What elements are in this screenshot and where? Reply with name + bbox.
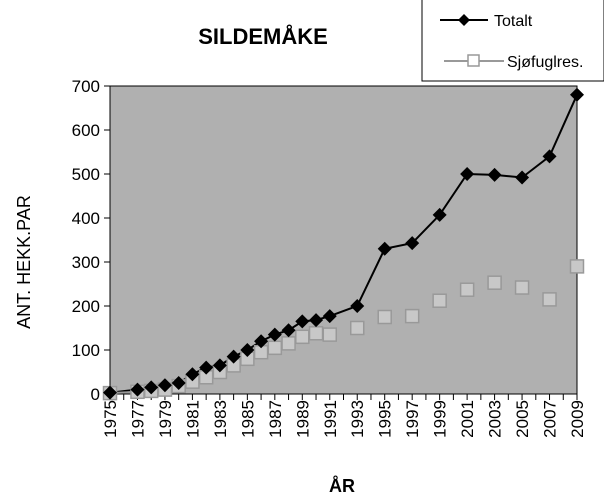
data-point-totalt — [281, 323, 296, 338]
data-point-totalt — [487, 167, 502, 182]
y-tick-label: 200 — [72, 297, 100, 316]
x-tick-label: 1977 — [128, 400, 147, 438]
plot-area — [109, 85, 578, 395]
data-point-totalt — [460, 167, 475, 181]
x-tick-label: 1995 — [376, 400, 395, 438]
x-tick-label: 1997 — [403, 400, 422, 438]
data-point-sjofuglres — [514, 280, 530, 295]
x-tick-label: 1985 — [238, 400, 257, 438]
y-tick-label: 700 — [72, 77, 100, 96]
data-point-totalt — [130, 382, 145, 397]
data-point-sjofuglres — [267, 340, 283, 356]
x-tick-label: 2001 — [458, 400, 477, 438]
x-tick-label: 2005 — [513, 400, 532, 438]
legend-marker-sjofuglres — [467, 54, 480, 67]
data-point-sjofuglres — [404, 308, 420, 324]
x-axis: 1975 1977 1979 1981 1983 1985 1987 1989 1991 1993… — [101, 394, 587, 438]
y-tick-label: 500 — [72, 165, 100, 184]
x-tick-label: 1991 — [321, 400, 340, 438]
data-point-sjofuglres — [569, 259, 585, 274]
chart-title: SILDEMÅKE — [198, 23, 328, 49]
y-tick-label: 400 — [72, 209, 100, 228]
data-point-sjofuglres — [295, 329, 310, 345]
data-point-totalt — [570, 87, 584, 102]
data-point-totalt — [144, 380, 159, 395]
data-point-totalt — [185, 367, 200, 382]
data-point-sjofuglres — [322, 327, 338, 342]
x-tick-label: 1981 — [183, 400, 202, 438]
x-tick-label: 1983 — [211, 400, 230, 438]
data-point-totalt — [254, 334, 269, 349]
data-point-totalt — [309, 313, 324, 328]
data-point-sjofuglres — [281, 336, 296, 351]
legend-label-totalt: Totalt — [494, 13, 533, 30]
legend: Totalt Sjøfuglres. — [421, 0, 604, 82]
legend-marker-totalt — [458, 14, 470, 26]
data-point-totalt — [405, 236, 420, 251]
data-point-totalt — [171, 376, 186, 390]
x-tick-label: 2007 — [541, 400, 560, 438]
y-tick-label: 100 — [72, 341, 100, 360]
x-axis-label: ÅR — [329, 476, 355, 496]
data-point-totalt — [432, 207, 447, 222]
x-tick-label: 1979 — [156, 400, 175, 438]
x-tick-label: 1999 — [431, 400, 450, 438]
x-tick-label: 1993 — [348, 400, 367, 438]
x-tick-label: 1987 — [266, 400, 285, 438]
data-point-totalt — [157, 378, 172, 393]
x-tick-label: 2009 — [568, 400, 587, 438]
data-point-sjofuglres — [542, 292, 557, 307]
x-tick-label: 2003 — [486, 400, 505, 438]
series-markers — [102, 87, 585, 401]
data-point-totalt — [350, 299, 365, 313]
data-point-totalt — [240, 343, 255, 357]
data-point-sjofuglres — [459, 282, 475, 297]
y-tick-label: 600 — [72, 121, 100, 140]
y-axis: 0 100 200 300 400 500 600 700 — [72, 77, 110, 404]
data-point-totalt — [542, 149, 557, 164]
data-point-totalt — [377, 241, 392, 256]
data-point-totalt — [226, 349, 241, 364]
data-point-sjofuglres — [377, 309, 392, 325]
data-point-totalt — [295, 314, 310, 329]
data-point-totalt — [322, 309, 337, 324]
data-point-totalt — [212, 358, 227, 373]
data-point-sjofuglres — [349, 320, 365, 336]
y-axis-label: ANT. HEKK.PAR — [14, 195, 34, 329]
y-tick-label: 0 — [91, 385, 100, 404]
legend-box — [421, 0, 604, 82]
legend-label-sjofuglres: Sjøfuglres. — [507, 54, 583, 71]
data-point-sjofuglres — [432, 293, 447, 308]
data-point-totalt — [515, 170, 530, 185]
x-tick-label: 1989 — [293, 400, 312, 438]
data-point-sjofuglres — [308, 326, 324, 341]
data-point-totalt — [267, 327, 282, 342]
y-tick-label: 300 — [72, 253, 100, 272]
data-point-totalt — [103, 385, 117, 400]
data-point-totalt — [199, 360, 214, 375]
data-point-sjofuglres — [487, 275, 502, 290]
x-tick-label: 1975 — [101, 400, 120, 438]
